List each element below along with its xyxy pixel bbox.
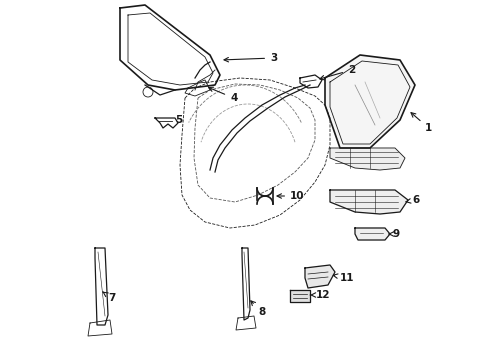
Polygon shape	[88, 320, 112, 336]
Text: 2: 2	[320, 65, 355, 80]
Text: 11: 11	[333, 273, 354, 283]
Polygon shape	[290, 290, 310, 302]
Polygon shape	[236, 316, 256, 330]
Text: 8: 8	[251, 301, 265, 317]
Polygon shape	[155, 118, 178, 128]
Text: 1: 1	[411, 113, 432, 133]
Text: 3: 3	[224, 53, 277, 63]
Text: 5: 5	[175, 115, 182, 125]
Text: 7: 7	[103, 292, 115, 303]
Polygon shape	[95, 248, 108, 325]
Polygon shape	[120, 5, 220, 90]
Text: 12: 12	[310, 290, 330, 300]
Polygon shape	[355, 228, 390, 240]
Polygon shape	[330, 148, 405, 170]
Polygon shape	[242, 248, 250, 320]
Polygon shape	[305, 265, 335, 288]
Text: 6: 6	[406, 195, 419, 205]
Polygon shape	[330, 190, 408, 214]
Polygon shape	[300, 75, 322, 88]
Text: 4: 4	[209, 87, 237, 103]
Text: 10: 10	[277, 191, 304, 201]
Polygon shape	[185, 80, 210, 96]
Text: 9: 9	[389, 229, 399, 239]
Polygon shape	[325, 55, 415, 148]
